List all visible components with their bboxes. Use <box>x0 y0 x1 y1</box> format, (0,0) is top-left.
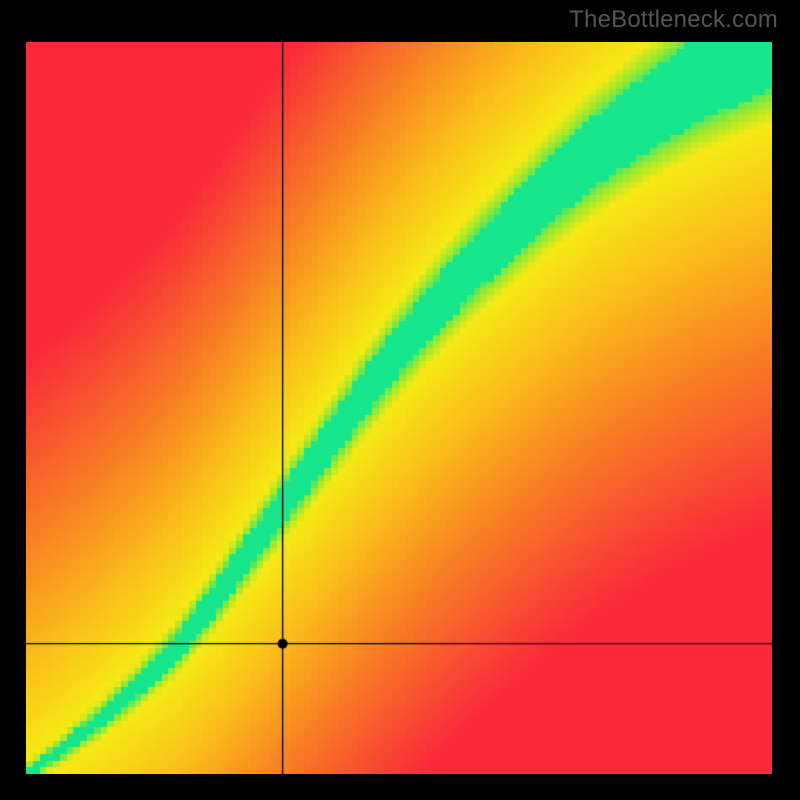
heatmap-plot <box>26 42 772 774</box>
figure-frame: TheBottleneck.com <box>0 0 800 800</box>
watermark-text: TheBottleneck.com <box>569 6 778 34</box>
heatmap-canvas <box>26 42 772 774</box>
